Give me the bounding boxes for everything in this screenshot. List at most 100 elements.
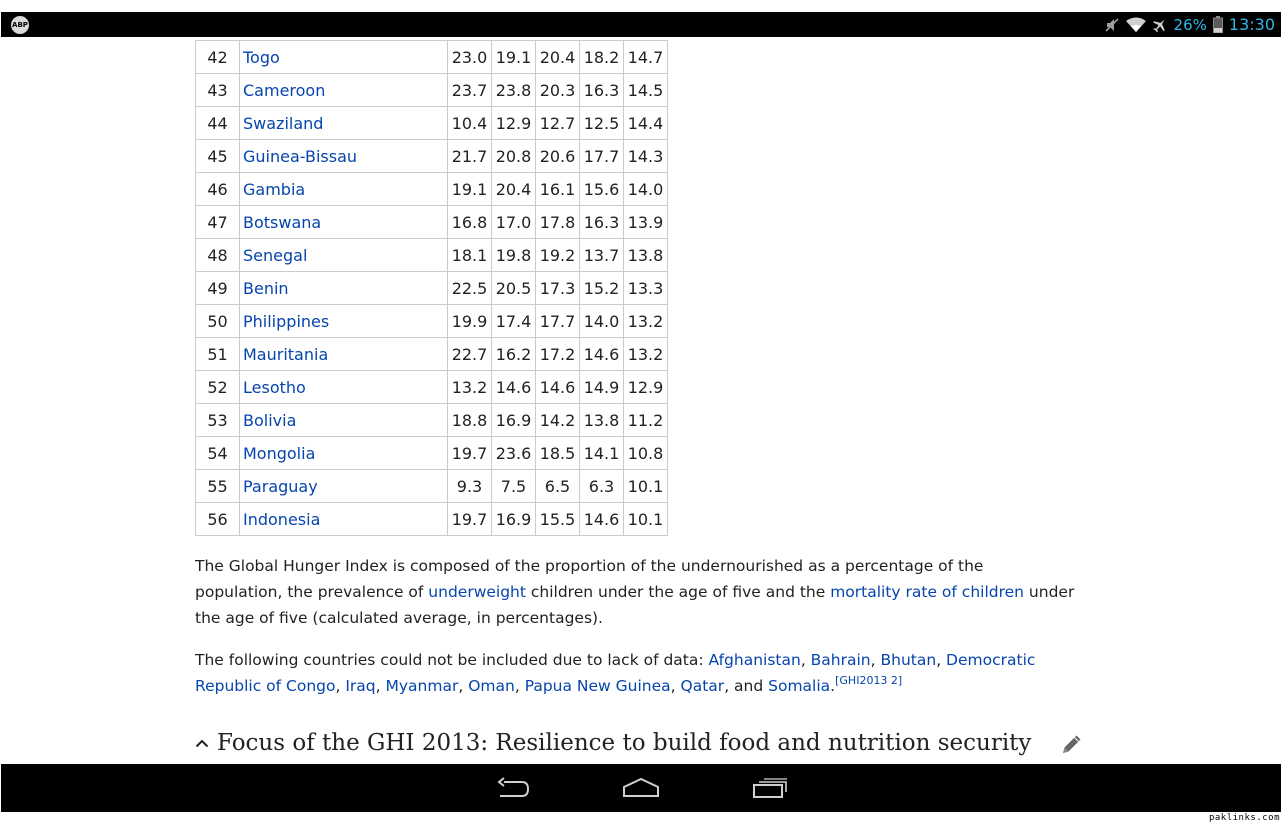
- score-cell: 19.1: [491, 40, 536, 74]
- status-icons: 26% 13:30: [1104, 12, 1275, 37]
- score-cell: 20.4: [535, 40, 580, 74]
- rank-cell: 56: [195, 502, 240, 536]
- country-link[interactable]: Myanmar: [385, 677, 459, 695]
- separator-text: ,: [870, 651, 881, 669]
- country-link[interactable]: Somalia: [768, 677, 831, 695]
- country-link[interactable]: Togo: [243, 47, 280, 67]
- country-cell: Senegal: [239, 238, 448, 272]
- country-link[interactable]: Papua New Guinea: [524, 677, 671, 695]
- table-row: 51 Mauritania 22.7 16.2 17.2 14.6 13.2: [195, 337, 668, 371]
- article-content[interactable]: 42 Togo 23.0 19.1 20.4 18.2 14.7 43 Cameroon 23.7…: [0, 37, 1282, 764]
- score-cell: 20.3: [535, 73, 580, 107]
- paragraph-text: .: [830, 677, 836, 695]
- country-link[interactable]: Swaziland: [243, 113, 324, 133]
- score-cell: 14.2: [535, 403, 580, 437]
- score-cell: 16.8: [447, 205, 492, 239]
- table-row: 46 Gambia 19.1 20.4 16.1 15.6 14.0: [195, 172, 668, 206]
- score-cell: 14.0: [623, 172, 668, 206]
- score-cell: 16.2: [491, 337, 536, 371]
- recent-apps-icon[interactable]: [746, 774, 794, 802]
- score-cell: 23.7: [447, 73, 492, 107]
- country-link[interactable]: Philippines: [243, 311, 330, 331]
- score-cell: 14.0: [579, 304, 624, 338]
- table-row: 53 Bolivia 18.8 16.9 14.2 13.8 11.2: [195, 403, 668, 437]
- rank-cell: 44: [195, 106, 240, 140]
- airplane-mode-icon: [1152, 17, 1168, 33]
- home-icon[interactable]: [617, 774, 665, 802]
- country-cell: Benin: [239, 271, 448, 305]
- reference-link[interactable]: [GHI2013 2]: [835, 674, 903, 687]
- rank-cell: 45: [195, 139, 240, 173]
- score-cell: 23.6: [491, 436, 536, 470]
- rank-cell: 53: [195, 403, 240, 437]
- table-row: 44 Swaziland 10.4 12.9 12.7 12.5 14.4: [195, 106, 668, 140]
- score-cell: 17.0: [491, 205, 536, 239]
- ghi-ranking-table: 42 Togo 23.0 19.1 20.4 18.2 14.7 43 Cameroon 23.7…: [195, 40, 668, 536]
- country-link[interactable]: Paraguay: [243, 476, 318, 496]
- table-row: 56 Indonesia 19.7 16.9 15.5 14.6 10.1: [195, 502, 668, 536]
- score-cell: 23.0: [447, 40, 492, 74]
- separator-text: , and: [724, 677, 769, 695]
- country-cell: Mongolia: [239, 436, 448, 470]
- country-link[interactable]: Mauritania: [243, 344, 329, 364]
- country-link[interactable]: Indonesia: [243, 509, 321, 529]
- score-cell: 17.4: [491, 304, 536, 338]
- score-cell: 10.4: [447, 106, 492, 140]
- country-cell: Philippines: [239, 304, 448, 338]
- country-link[interactable]: Lesotho: [243, 377, 306, 397]
- score-cell: 20.6: [535, 139, 580, 173]
- chevron-up-icon[interactable]: [195, 733, 217, 753]
- table-row: 49 Benin 22.5 20.5 17.3 15.2 13.3: [195, 271, 668, 305]
- score-cell: 19.1: [447, 172, 492, 206]
- rank-cell: 43: [195, 73, 240, 107]
- score-cell: 22.5: [447, 271, 492, 305]
- score-cell: 10.1: [623, 469, 668, 503]
- score-cell: 13.7: [579, 238, 624, 272]
- country-link[interactable]: Botswana: [243, 212, 322, 232]
- country-link[interactable]: Bahrain: [810, 651, 871, 669]
- section-heading[interactable]: Focus of the GHI 2013: Resilience to bui…: [195, 727, 1085, 759]
- country-link[interactable]: Democratic Republic of Congo: [195, 651, 1036, 695]
- underweight-link[interactable]: underweight: [428, 583, 526, 601]
- country-link[interactable]: Guinea-Bissau: [243, 146, 358, 166]
- paragraph-text: under the age of five (calculated averag…: [195, 583, 1075, 627]
- score-cell: 13.3: [623, 271, 668, 305]
- country-cell: Gambia: [239, 172, 448, 206]
- score-cell: 11.2: [623, 403, 668, 437]
- score-cell: 15.5: [535, 502, 580, 536]
- score-cell: 10.1: [623, 502, 668, 536]
- battery-percent: 26%: [1173, 15, 1207, 34]
- pencil-edit-icon[interactable]: [1059, 731, 1085, 757]
- country-cell: Bolivia: [239, 403, 448, 437]
- country-link[interactable]: Qatar: [680, 677, 725, 695]
- score-cell: 21.7: [447, 139, 492, 173]
- separator-text: ,: [514, 677, 525, 695]
- country-link[interactable]: Mongolia: [243, 443, 316, 463]
- country-link[interactable]: Cameroon: [243, 80, 326, 100]
- separator-text: ,: [800, 651, 811, 669]
- country-link[interactable]: Gambia: [243, 179, 306, 199]
- separator-text: ,: [936, 651, 947, 669]
- rank-cell: 50: [195, 304, 240, 338]
- score-cell: 12.5: [579, 106, 624, 140]
- country-link[interactable]: Bolivia: [243, 410, 297, 430]
- country-link[interactable]: Bhutan: [880, 651, 937, 669]
- rank-cell: 42: [195, 40, 240, 74]
- country-link[interactable]: Benin: [243, 278, 289, 298]
- rank-cell: 47: [195, 205, 240, 239]
- child-mortality-link[interactable]: mortality rate of children: [830, 583, 1024, 601]
- score-cell: 14.6: [579, 502, 624, 536]
- score-cell: 17.7: [535, 304, 580, 338]
- score-cell: 13.2: [447, 370, 492, 404]
- country-link[interactable]: Afghanistan: [708, 651, 801, 669]
- separator-text: ,: [335, 677, 346, 695]
- back-icon[interactable]: [489, 774, 537, 802]
- watermark-text: paklinks.com: [1208, 813, 1280, 823]
- paragraph-text: The Global Hunger Index is composed of t…: [195, 557, 984, 601]
- country-link[interactable]: Iraq: [345, 677, 376, 695]
- score-cell: 16.9: [491, 403, 536, 437]
- table-row: 45 Guinea-Bissau 21.7 20.8 20.6 17.7 14.3: [195, 139, 668, 173]
- country-link[interactable]: Senegal: [243, 245, 308, 265]
- section-title: Focus of the GHI 2013: Resilience to bui…: [217, 730, 1032, 756]
- country-link[interactable]: Oman: [468, 677, 515, 695]
